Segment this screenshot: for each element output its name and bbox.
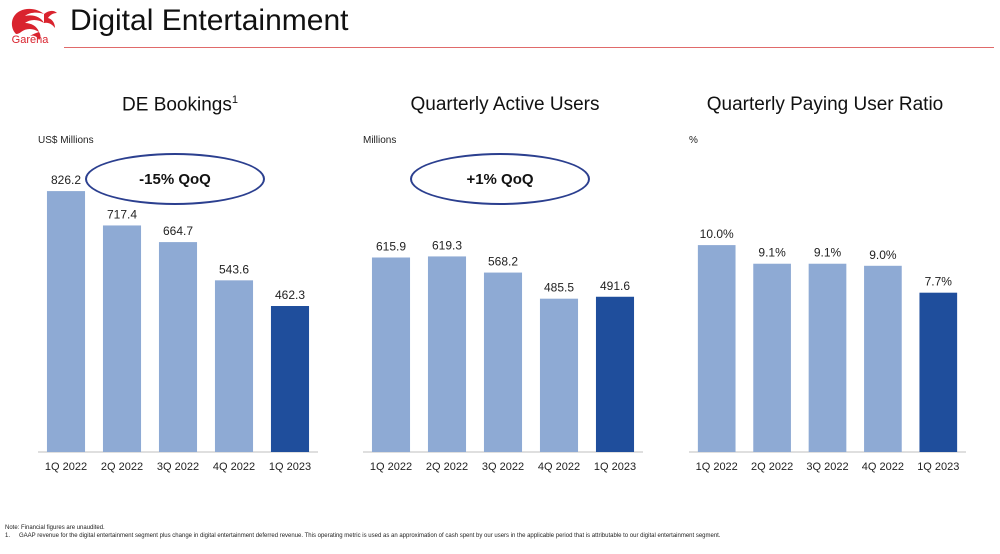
tick-label: 1Q 2022: [370, 461, 412, 473]
tick-label: 3Q 2022: [157, 461, 199, 473]
data-label: 664.7: [163, 224, 193, 238]
panel-paying-user-ratio: Quarterly Paying User Ratio % 10.0% 1Q 20…: [675, 90, 975, 480]
unit-label: US$ Millions: [38, 135, 94, 146]
data-label: 9.0%: [869, 248, 897, 262]
bar: [697, 245, 736, 452]
data-label: 9.1%: [814, 246, 842, 260]
unit-label: %: [689, 135, 698, 146]
tick-label: 2Q 2022: [751, 461, 793, 473]
chart-title: Quarterly Paying User Ratio: [675, 94, 975, 116]
bar: [864, 265, 902, 452]
bar: [539, 298, 579, 452]
data-label: 9.1%: [758, 246, 786, 260]
tick-label: 2Q 2022: [426, 461, 468, 473]
bar: [595, 296, 635, 452]
header-divider: [64, 47, 994, 48]
tick-label: 1Q 2022: [45, 461, 87, 473]
unit-label: Millions: [363, 135, 397, 146]
bar: [102, 225, 142, 452]
bar: [919, 292, 958, 452]
page-title: Digital Entertainment: [70, 4, 349, 37]
data-label: 615.9: [376, 240, 406, 254]
footnote: 1. GAAP revenue for the digital entertai…: [5, 533, 805, 541]
tick-label: 1Q 2022: [696, 461, 738, 473]
bar: [753, 263, 791, 452]
bar-chart: 826.2 1Q 2022 717.4 2Q 2022 664.7 3Q 2022 543.…: [38, 173, 318, 473]
chart-title: Quarterly Active Users: [355, 94, 655, 116]
footnote-text: GAAP revenue for the digital entertainme…: [19, 532, 721, 539]
header: Garena Digital Entertainment: [0, 0, 1000, 52]
panel-quarterly-active-users: Quarterly Active Users Millions +1% QoQ …: [355, 90, 655, 480]
data-label: 826.2: [51, 173, 81, 187]
tick-label: 4Q 2022: [862, 461, 904, 473]
qoq-ellipse: -15% QoQ: [85, 153, 265, 205]
data-label: 10.0%: [700, 227, 734, 241]
data-label: 619.3: [432, 238, 462, 252]
tick-label: 1Q 2023: [269, 461, 311, 473]
bar: [371, 257, 411, 452]
qoq-ellipse: +1% QoQ: [410, 153, 590, 205]
footnotes: Note: Financial figures are unaudited. 1…: [5, 525, 805, 540]
chart-title: DE Bookings1: [30, 94, 330, 116]
bar-chart: 615.9 1Q 2022 619.3 2Q 2022 568.2 3Q 2022 485.…: [363, 238, 643, 473]
tick-label: 4Q 2022: [538, 461, 580, 473]
tick-label: 2Q 2022: [101, 461, 143, 473]
tick-label: 3Q 2022: [806, 461, 848, 473]
bar: [214, 280, 254, 452]
data-label: 491.6: [600, 279, 630, 293]
bar: [808, 263, 847, 452]
bar: [158, 242, 198, 452]
data-label: 568.2: [488, 255, 518, 269]
chart-title-footnote-mark: 1: [231, 94, 238, 106]
chart-title-text: DE Bookings: [122, 94, 232, 116]
bar: [427, 256, 467, 452]
data-label: 7.7%: [925, 275, 953, 289]
bar: [483, 272, 523, 452]
tick-label: 3Q 2022: [482, 461, 524, 473]
tick-label: 4Q 2022: [213, 461, 255, 473]
chart-title-text: Quarterly Active Users: [410, 94, 600, 115]
chart-title-text: Quarterly Paying User Ratio: [706, 94, 944, 115]
footnote-number: 1.: [5, 532, 11, 539]
garena-logo-icon: [11, 8, 57, 40]
logo-text: Garena: [11, 34, 49, 46]
note-text: Note: Financial figures are unaudited.: [5, 525, 105, 531]
data-label: 485.5: [544, 281, 574, 295]
data-label: 543.6: [219, 262, 249, 276]
bar: [46, 191, 86, 452]
bar-chart: 10.0% 1Q 2022 9.1% 2Q 2022 9.1% 3Q 2022 9.0% 4Q…: [689, 227, 966, 473]
tick-label: 1Q 2023: [594, 461, 636, 473]
data-label: 462.3: [275, 288, 305, 302]
bar: [270, 306, 310, 452]
panel-de-bookings: DE Bookings1 US$ Millions -15% QoQ 826.2…: [30, 90, 330, 480]
data-label: 717.4: [107, 207, 137, 221]
tick-label: 1Q 2023: [917, 461, 959, 473]
